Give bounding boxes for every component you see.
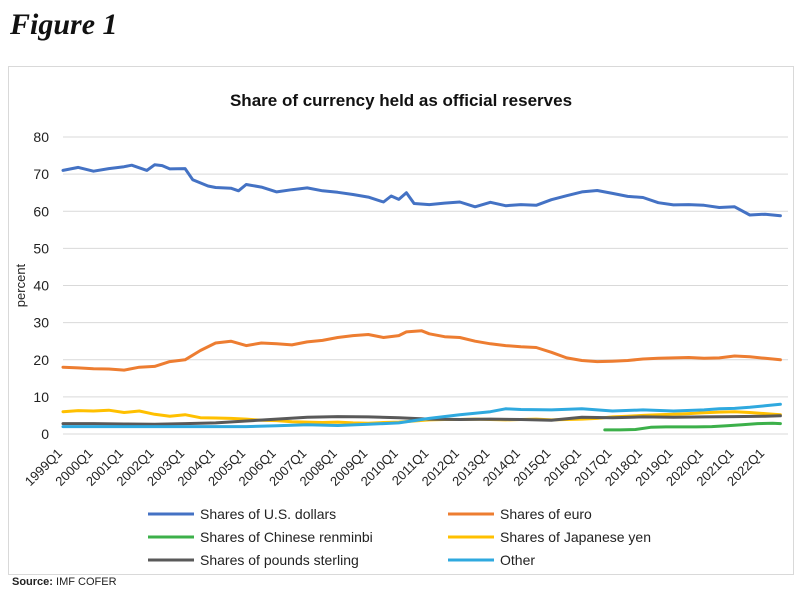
series-line-2	[603, 421, 782, 432]
figure-label: Figure 1	[10, 8, 118, 41]
y-axis-label: percent	[13, 263, 28, 307]
y-tick-label: 60	[33, 203, 49, 219]
y-tick-label: 0	[41, 426, 49, 442]
legend-label: Shares of U.S. dollars	[200, 506, 336, 522]
legend-label: Shares of Chinese renminbi	[200, 529, 373, 545]
source-note: Source: IMF COFER	[12, 576, 117, 588]
source-label: Source:	[12, 576, 53, 588]
y-tick-label: 70	[33, 166, 49, 182]
series-line-0	[61, 163, 782, 218]
legend-label: Other	[500, 552, 535, 568]
legend-label: Shares of euro	[500, 506, 592, 522]
chart-panel: Share of currency held as official reser…	[8, 66, 794, 596]
legend-label: Shares of Japanese yen	[500, 529, 651, 545]
chart-title: Share of currency held as official reser…	[230, 91, 572, 110]
y-tick-label: 10	[33, 389, 49, 405]
y-tick-label: 40	[33, 278, 49, 294]
source-text: IMF COFER	[56, 576, 117, 588]
series-line-1	[61, 329, 782, 372]
y-tick-label: 20	[33, 352, 49, 368]
reserves-line-chart: Share of currency held as official reser…	[8, 66, 794, 575]
legend-label: Shares of pounds sterling	[200, 552, 359, 568]
y-tick-label: 30	[33, 315, 49, 331]
y-tick-label: 80	[33, 129, 49, 145]
chart-frame	[8, 66, 794, 575]
y-tick-label: 50	[33, 240, 49, 256]
series-line-5	[61, 402, 782, 429]
